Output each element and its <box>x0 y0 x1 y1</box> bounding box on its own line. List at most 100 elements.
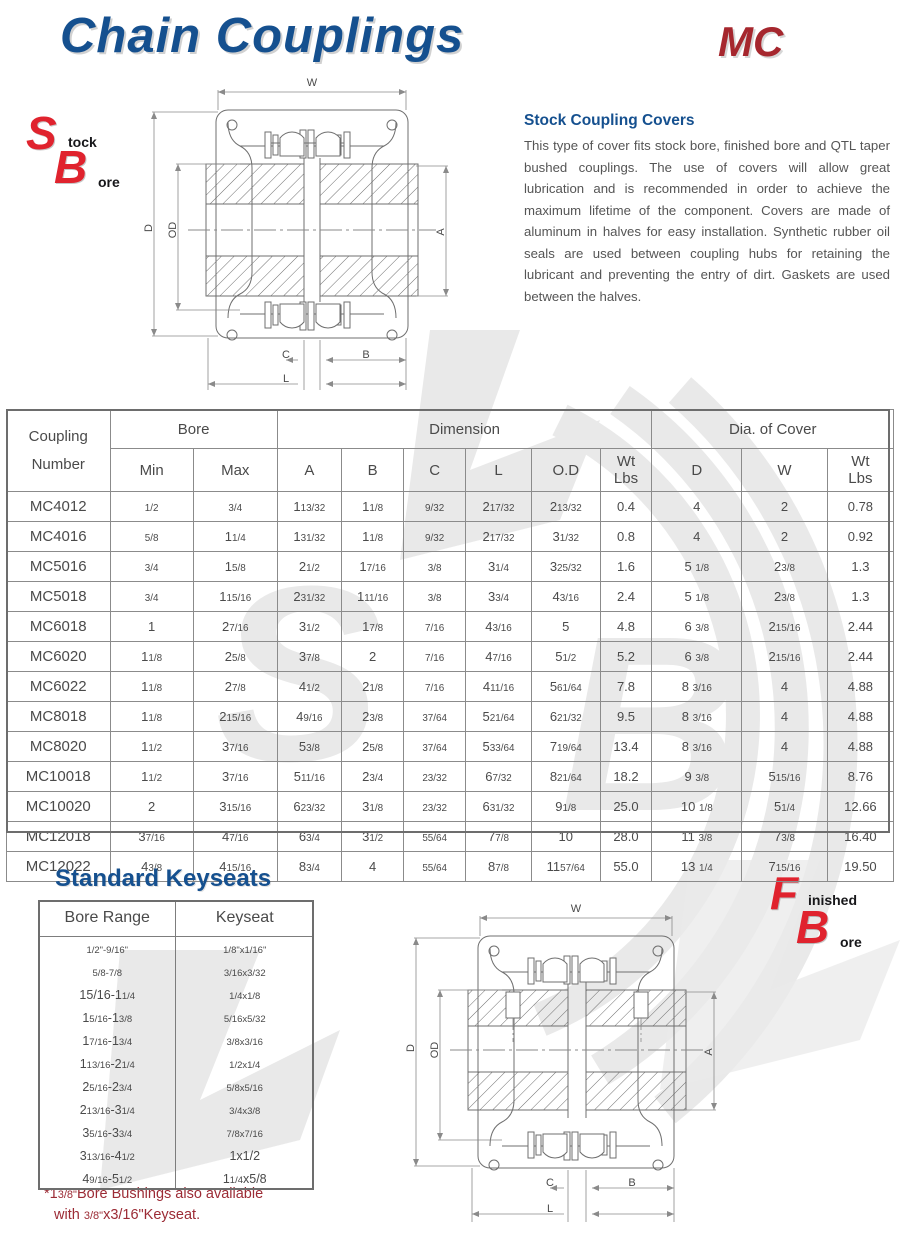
header-cover-w: W <box>741 448 828 492</box>
table-row: MC10020 2 315/16 623/32 31/8 23/32 631/32 91/8 2… <box>6 791 895 822</box>
standard-keyseats-table: Bore Range Keyseat 1/2"-9/16" 1/8"x1/16" 5… <box>37 900 314 1190</box>
cell-cover-wt-lbs: 4.88 <box>826 701 895 732</box>
cell-a: 83/4 <box>276 851 342 882</box>
cell-wt-lbs: 18.2 <box>599 761 653 792</box>
cell-cover-wt-lbs: 8.76 <box>826 761 895 792</box>
dim-label-b: B <box>362 349 369 361</box>
cell-min: 11/8 <box>109 701 194 732</box>
cell-max: 25/8 <box>192 641 278 672</box>
fb-logo-b: B <box>796 901 830 953</box>
cell-c: 7/16 <box>403 641 467 672</box>
cell-cover-w: 2 <box>741 491 828 522</box>
header-wt-cover: Wt <box>851 453 870 470</box>
cell-keyseat: 5/8x5/16 <box>175 1075 314 1098</box>
coupling-drawing-finished-bore: W C B L D OD A <box>405 903 717 1222</box>
cell-wt-lbs: 1.6 <box>599 551 653 582</box>
dim-label-d-2: D <box>405 1044 417 1052</box>
keyseat-row: 25/16-23/4 5/8x5/16 <box>37 1075 314 1098</box>
cell-b: 17/16 <box>340 551 405 582</box>
cell-l: 77/8 <box>465 821 533 852</box>
cell-l: 47/16 <box>465 641 533 672</box>
table-sub-header-row: Min Max A B C L O.D Wt Lbs D W Wt Lbs <box>7 448 895 492</box>
table-row: MC5018 3/4 115/16 231/32 111/16 3/8 33/4 43/16 2… <box>6 581 895 612</box>
cell-l: 217/32 <box>465 521 533 552</box>
cell-l: 31/4 <box>465 551 533 582</box>
cell-min: 3/4 <box>109 581 194 612</box>
header-b: B <box>340 448 405 492</box>
cell-cover-wt-lbs: 0.92 <box>826 521 895 552</box>
keyseat-row: 17/16-13/4 3/8x3/16 <box>37 1029 314 1052</box>
cell-max: 115/16 <box>192 581 278 612</box>
cell-keyseat: 3/8x3/16 <box>175 1029 314 1052</box>
dim-label-od-2: OD <box>429 1042 441 1059</box>
cell-keyseat: 1x1/2 <box>175 1144 314 1167</box>
cell-coupling-number: MC8020 <box>6 731 111 762</box>
fb-logo-ore: ore <box>840 934 862 950</box>
cell-c: 55/64 <box>403 851 467 882</box>
cell-min: 5/8 <box>109 521 194 552</box>
cell-cover-wt-lbs: 16.40 <box>826 821 895 852</box>
cell-wt-lbs: 0.4 <box>599 491 653 522</box>
keyseat-row: 1/2"-9/16" 1/8"x1/16" <box>37 936 314 960</box>
cell-keyseat: 1/8"x1/16" <box>175 936 314 960</box>
keyseat-row: 213/16-31/4 3/4x3/8 <box>37 1098 314 1121</box>
sb-logo-s: S <box>26 107 57 159</box>
cell-keyseat: 1/4x1/8 <box>175 983 314 1006</box>
cell-od: 91/8 <box>531 791 601 822</box>
table-row: MC8020 11/2 37/16 53/8 25/8 37/64 533/64 719/64… <box>6 731 895 762</box>
cell-c: 55/64 <box>403 821 467 852</box>
cell-b: 31/2 <box>340 821 405 852</box>
cell-wt-lbs: 13.4 <box>599 731 653 762</box>
cell-min: 3/4 <box>109 551 194 582</box>
cell-od: 51/2 <box>531 641 601 672</box>
sb-logo-ore: ore <box>98 174 120 190</box>
table-row: MC10018 11/2 37/16 511/16 23/4 23/32 67/32 821/… <box>6 761 895 792</box>
cell-cover-w: 23/8 <box>741 581 828 612</box>
cell-coupling-number: MC6018 <box>6 611 111 642</box>
cell-b: 25/8 <box>340 731 405 762</box>
dim-label-l: L <box>283 373 289 385</box>
cell-min: 11/2 <box>109 731 194 762</box>
header-a: A <box>276 448 342 492</box>
footnote-line-1: *13/8"Bore Bushings also available <box>44 1186 264 1202</box>
cell-max: 415/16 <box>192 851 278 882</box>
cell-cover-w: 73/8 <box>741 821 828 852</box>
cell-cover-wt-lbs: 4.88 <box>826 671 895 702</box>
header-od: O.D <box>531 448 601 492</box>
cell-cover-d: 4 <box>651 521 743 552</box>
header-c: C <box>403 448 467 492</box>
cell-coupling-number: MC10020 <box>6 791 111 822</box>
table-row: MC6018 1 27/16 31/2 17/8 7/16 43/16 5 4.8 6 3/8 21… <box>6 611 895 642</box>
keyseat-row: 15/16-11/4 1/4x1/8 <box>37 983 314 1006</box>
cell-bore-range: 15/16-11/4 <box>37 983 177 1006</box>
header-coupling: Coupling <box>28 428 88 445</box>
cell-cover-d: 13 1/4 <box>651 851 743 882</box>
header-bore-group: Bore <box>109 409 278 449</box>
cell-cover-d: 8 3/16 <box>651 731 743 762</box>
covers-heading: Stock Coupling Covers <box>524 112 695 129</box>
cell-coupling-number: MC10018 <box>6 761 111 792</box>
cell-max: 27/8 <box>192 671 278 702</box>
cell-coupling-number: MC4016 <box>6 521 111 552</box>
cell-b: 21/8 <box>340 671 405 702</box>
cell-a: 37/8 <box>276 641 342 672</box>
cell-od: 561/64 <box>531 671 601 702</box>
cell-max: 11/4 <box>192 521 278 552</box>
finished-bore-logo: F inished B ore <box>766 870 891 964</box>
cell-c: 7/16 <box>403 671 467 702</box>
cell-c: 9/32 <box>403 521 467 552</box>
cell-c: 37/64 <box>403 701 467 732</box>
cell-cover-d: 11 3/8 <box>651 821 743 852</box>
cell-wt-lbs: 28.0 <box>599 821 653 852</box>
cell-c: 37/64 <box>403 731 467 762</box>
cell-c: 3/8 <box>403 581 467 612</box>
cell-a: 31/2 <box>276 611 342 642</box>
cell-wt-lbs: 4.8 <box>599 611 653 642</box>
cell-min: 37/16 <box>109 821 194 852</box>
header-dimension-group: Dimension <box>276 409 653 449</box>
cell-coupling-number: MC12022 <box>6 851 111 882</box>
cell-b: 4 <box>340 851 405 882</box>
sb-logo-tock: tock <box>68 134 97 150</box>
cell-od: 719/64 <box>531 731 601 762</box>
keyseats-title: Standard Keyseats <box>55 865 272 892</box>
